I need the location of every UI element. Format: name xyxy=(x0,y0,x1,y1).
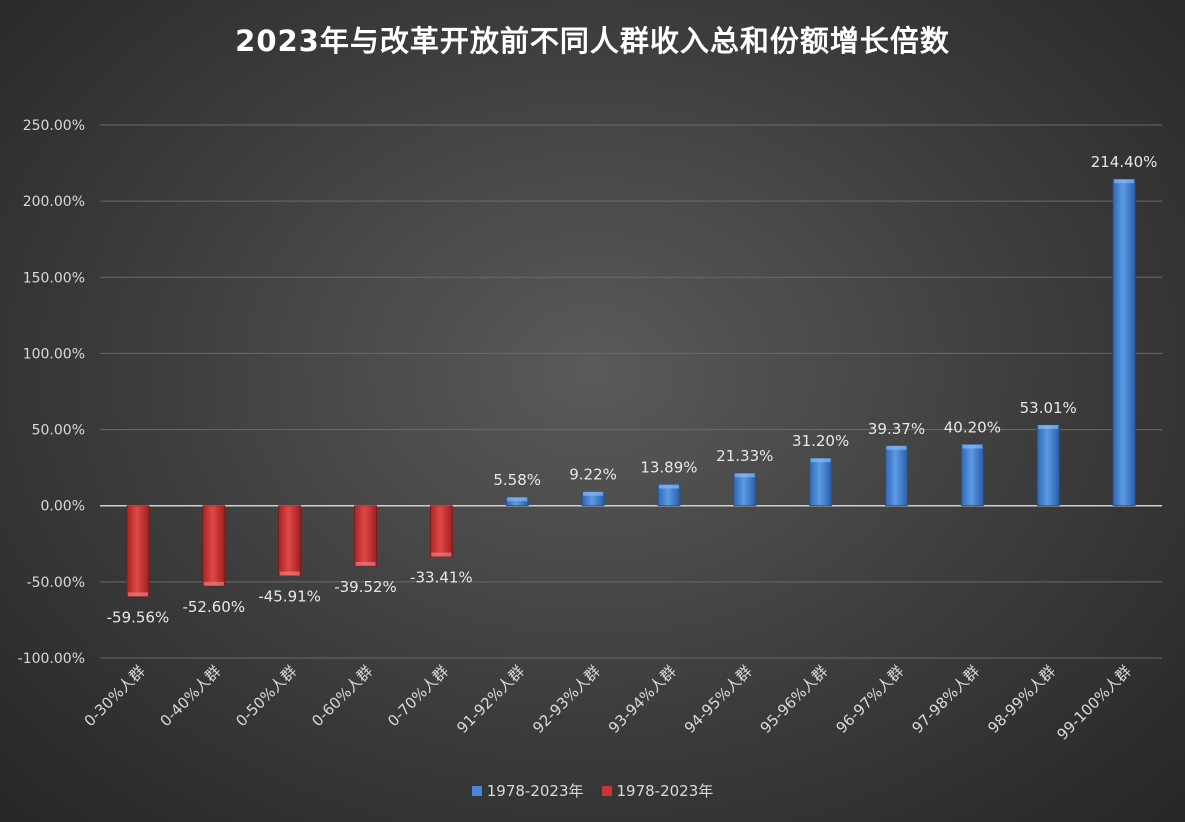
x-tick-label: 95-96%人群 xyxy=(757,662,832,737)
y-tick-label: 50.00% xyxy=(32,423,85,439)
bar-cap xyxy=(203,581,224,586)
bar-0-60%人群 xyxy=(354,505,377,567)
x-tick-label: 98-99%人群 xyxy=(984,662,1059,737)
bar-cap xyxy=(658,484,679,489)
y-tick-label: 150.00% xyxy=(23,270,85,286)
bar-cap xyxy=(127,592,148,597)
bar-96-97%人群 xyxy=(885,445,908,507)
y-tick-label: 250.00% xyxy=(23,118,85,134)
data-label: 5.58% xyxy=(493,471,541,489)
bar-cap xyxy=(507,497,528,502)
data-label: 13.89% xyxy=(640,459,697,477)
data-label: 31.20% xyxy=(792,432,849,450)
data-label: -33.41% xyxy=(410,569,473,587)
legend-item-negative: 1978-2023年 xyxy=(601,780,714,801)
data-label: 39.37% xyxy=(868,420,925,438)
bar-cap xyxy=(431,552,452,557)
data-label: -59.56% xyxy=(107,608,170,626)
bar-cap xyxy=(583,491,604,496)
data-label: 53.01% xyxy=(1020,399,1077,417)
x-tick-label: 93-94%人群 xyxy=(605,662,680,737)
bar-0-30%人群 xyxy=(126,505,150,597)
x-tick-label: 97-98%人群 xyxy=(908,662,983,737)
bar-0-50%人群 xyxy=(278,505,302,577)
y-tick-label: -100.00% xyxy=(18,651,85,667)
y-tick-label: 100.00% xyxy=(23,346,85,362)
x-tick-label: 0-60%人群 xyxy=(308,662,376,730)
bar-0-40%人群 xyxy=(202,505,226,587)
x-tick-label: 0-70%人群 xyxy=(384,662,452,730)
x-tick-label: 91-92%人群 xyxy=(453,662,528,737)
y-tick-label: -50.00% xyxy=(27,575,85,591)
bar-95-96%人群 xyxy=(809,457,833,507)
x-tick-label: 94-95%人群 xyxy=(681,662,756,737)
bar-cap xyxy=(1038,424,1059,429)
bar-cap xyxy=(810,458,831,463)
bar-cap xyxy=(962,444,983,449)
bar-cap xyxy=(355,561,376,566)
legend-item-positive: 1978-2023年 xyxy=(471,780,584,801)
bar-98-99%人群 xyxy=(1036,424,1060,507)
bar-cap xyxy=(1114,179,1135,184)
data-label: 21.33% xyxy=(716,447,773,465)
legend-swatch-red xyxy=(601,785,612,796)
data-label: 214.40% xyxy=(1091,153,1158,171)
bar-99-100%人群 xyxy=(1112,178,1136,507)
legend-label: 1978-2023年 xyxy=(616,782,714,800)
legend-label: 1978-2023年 xyxy=(486,782,584,800)
bar-0-70%人群 xyxy=(429,505,453,557)
bar-cap xyxy=(734,473,755,478)
x-tick-label: 0-50%人群 xyxy=(232,662,300,730)
data-label: -39.52% xyxy=(334,578,397,596)
data-label: 9.22% xyxy=(569,466,617,484)
x-tick-label: 99-100%人群 xyxy=(1053,662,1135,744)
x-tick-label: 96-97%人群 xyxy=(832,662,907,737)
legend: 1978-2023年 1978-2023年 xyxy=(0,780,1185,801)
bar-97-98%人群 xyxy=(960,444,984,507)
bar-cap xyxy=(886,445,907,450)
x-tick-label: 0-40%人群 xyxy=(157,662,225,730)
bar-94-95%人群 xyxy=(733,472,757,507)
y-tick-label: 200.00% xyxy=(23,194,85,210)
bar-cap xyxy=(279,571,300,576)
data-label: 40.20% xyxy=(944,418,1001,436)
y-tick-label: 0.00% xyxy=(41,499,85,515)
x-tick-label: 0-30%人群 xyxy=(81,662,149,730)
x-tick-label: 92-93%人群 xyxy=(529,662,604,737)
legend-swatch-blue xyxy=(471,785,482,796)
data-label: -52.60% xyxy=(182,598,245,616)
chart-title: 2023年与改革开放前不同人群收入总和份额增长倍数 xyxy=(235,24,950,58)
data-label: -45.91% xyxy=(258,588,321,606)
